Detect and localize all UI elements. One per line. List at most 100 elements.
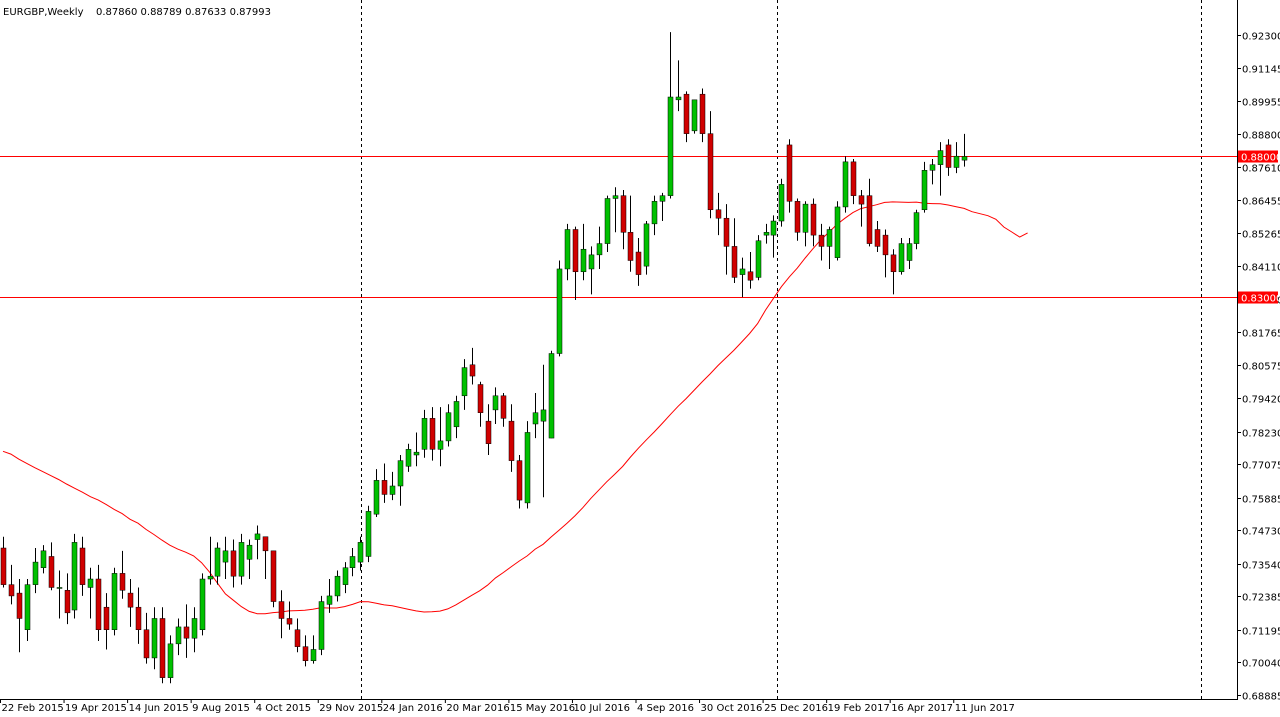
candle[interactable]: [731, 218, 738, 284]
candle[interactable]: [310, 635, 317, 664]
candle[interactable]: [620, 190, 627, 250]
candle[interactable]: [858, 190, 865, 227]
candle[interactable]: [373, 469, 380, 517]
candle[interactable]: [230, 539, 237, 588]
candle[interactable]: [334, 570, 341, 602]
candle[interactable]: [715, 192, 722, 236]
candle[interactable]: [326, 579, 333, 613]
candle[interactable]: [842, 156, 849, 213]
candle[interactable]: [485, 404, 492, 455]
candle[interactable]: [937, 142, 944, 196]
candle[interactable]: [882, 229, 889, 278]
candle[interactable]: [127, 579, 134, 627]
candle[interactable]: [71, 533, 78, 619]
candle[interactable]: [770, 215, 777, 258]
candle[interactable]: [747, 252, 754, 289]
candle[interactable]: [564, 223, 571, 281]
candle[interactable]: [40, 545, 47, 574]
candle[interactable]: [207, 536, 214, 585]
candle[interactable]: [651, 195, 658, 236]
candle[interactable]: [612, 187, 619, 233]
candle[interactable]: [342, 562, 349, 594]
candle[interactable]: [874, 221, 881, 253]
candle[interactable]: [532, 392, 539, 439]
candle[interactable]: [755, 235, 762, 281]
candle[interactable]: [461, 359, 468, 410]
candle[interactable]: [508, 404, 515, 472]
candle[interactable]: [405, 443, 412, 472]
candle[interactable]: [580, 223, 587, 281]
candle[interactable]: [389, 471, 396, 501]
candle[interactable]: [286, 601, 293, 630]
candle[interactable]: [850, 159, 857, 205]
candle[interactable]: [596, 226, 603, 269]
candle[interactable]: [699, 88, 706, 143]
candle[interactable]: [64, 573, 71, 625]
candle[interactable]: [48, 542, 55, 591]
candle[interactable]: [739, 257, 746, 298]
candle[interactable]: [222, 536, 229, 580]
candle[interactable]: [477, 381, 484, 427]
candle[interactable]: [683, 91, 690, 143]
candle[interactable]: [357, 536, 364, 571]
candle[interactable]: [365, 505, 372, 563]
candle[interactable]: [143, 612, 150, 664]
candle[interactable]: [556, 260, 563, 357]
candle[interactable]: [953, 142, 960, 174]
candle[interactable]: [794, 198, 801, 241]
candle[interactable]: [524, 421, 531, 509]
candle[interactable]: [135, 587, 142, 644]
candle[interactable]: [961, 133, 968, 167]
candle[interactable]: [802, 201, 809, 247]
candle[interactable]: [627, 195, 634, 272]
candle[interactable]: [572, 226, 579, 300]
candle[interactable]: [667, 32, 674, 199]
candle[interactable]: [691, 99, 698, 134]
candle[interactable]: [397, 454, 404, 506]
candle[interactable]: [635, 237, 642, 286]
candle[interactable]: [834, 201, 841, 261]
candle[interactable]: [906, 237, 913, 269]
candle[interactable]: [675, 60, 682, 112]
candle[interactable]: [111, 567, 118, 636]
candle[interactable]: [898, 237, 905, 275]
candle[interactable]: [119, 550, 126, 599]
candle[interactable]: [588, 246, 595, 295]
candle[interactable]: [214, 542, 221, 585]
candle[interactable]: [56, 570, 63, 619]
candle[interactable]: [429, 407, 436, 461]
candle[interactable]: [540, 364, 547, 498]
candle[interactable]: [921, 161, 928, 213]
candle[interactable]: [437, 407, 444, 467]
candle[interactable]: [810, 198, 817, 247]
candle[interactable]: [643, 221, 650, 275]
candle[interactable]: [818, 223, 825, 261]
candle[interactable]: [270, 550, 277, 608]
candle[interactable]: [0, 536, 7, 588]
candle[interactable]: [381, 463, 388, 503]
candle[interactable]: [413, 432, 420, 467]
candle[interactable]: [890, 249, 897, 295]
candle[interactable]: [79, 536, 86, 596]
candle[interactable]: [318, 595, 325, 656]
candle[interactable]: [445, 404, 452, 447]
candle[interactable]: [238, 533, 245, 585]
candle[interactable]: [246, 539, 253, 580]
candle[interactable]: [492, 387, 499, 424]
candle[interactable]: [786, 139, 793, 213]
candle[interactable]: [866, 178, 873, 247]
candle[interactable]: [421, 409, 428, 458]
candle[interactable]: [199, 573, 206, 636]
candle[interactable]: [516, 454, 523, 509]
candle[interactable]: [191, 607, 198, 653]
candle[interactable]: [707, 111, 714, 219]
candle[interactable]: [763, 223, 770, 244]
candle[interactable]: [453, 395, 460, 439]
candle[interactable]: [469, 347, 476, 385]
candle[interactable]: [349, 548, 356, 577]
candle[interactable]: [913, 209, 920, 250]
candle[interactable]: [32, 548, 39, 594]
candle[interactable]: [604, 195, 611, 253]
candle[interactable]: [294, 618, 301, 653]
